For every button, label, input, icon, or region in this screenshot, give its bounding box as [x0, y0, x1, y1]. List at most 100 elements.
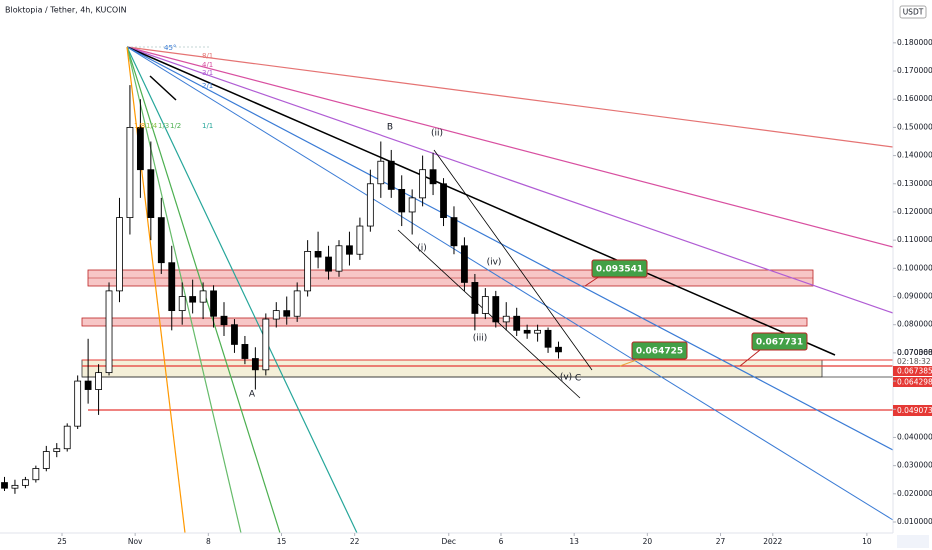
y-tick-label: 0.130000 — [897, 179, 932, 188]
callout-box — [631, 341, 688, 360]
wave-label: (iii) — [473, 334, 488, 344]
currency-label[interactable]: USDT — [903, 8, 924, 17]
y-tick-label: 0.010000 — [897, 517, 932, 526]
price-tag — [893, 377, 932, 387]
callout-text: 0.093541 — [596, 265, 643, 275]
fan-line — [126, 46, 894, 521]
wave-label: (ii) — [431, 129, 443, 139]
callout-text: 0.067731 — [756, 338, 803, 348]
wave-label: (iv) — [487, 258, 502, 268]
x-tick-label: 8 — [206, 537, 211, 546]
x-tick-label: 27 — [716, 537, 726, 546]
last-price: 0.070368 — [897, 348, 932, 357]
fan-label: 1/8 — [134, 122, 145, 130]
channel-line — [433, 149, 593, 371]
candle-body — [450, 217, 458, 247]
candle-body — [272, 310, 280, 320]
chart-title: Bloktopia / Tether, 4h, KUCOIN — [5, 6, 127, 15]
candle-body — [105, 290, 113, 374]
candle-body — [534, 329, 541, 334]
candle-body — [502, 315, 510, 323]
candle-body — [325, 256, 332, 272]
y-tick-label: 0.040000 — [897, 432, 932, 441]
candle-body — [241, 344, 249, 359]
currency-box[interactable] — [899, 5, 927, 19]
resistance-zone — [81, 317, 808, 327]
y-tick-label: 0.150000 — [897, 122, 932, 131]
fan-line — [126, 46, 242, 534]
wave-label: (v) — [560, 373, 572, 383]
y-tick-label: 0.020000 — [897, 489, 932, 498]
price-tag — [893, 405, 932, 416]
x-tick-label: 15 — [277, 537, 287, 546]
candle-body — [116, 217, 123, 292]
x-tick-label: 22 — [350, 537, 360, 546]
settings-button[interactable] — [897, 535, 929, 548]
candle-body — [42, 451, 50, 469]
y-tick-label: 0.110000 — [897, 235, 932, 244]
x-tick-label: 20 — [643, 537, 653, 546]
x-tick-label: 25 — [57, 537, 67, 546]
y-tick-label: 0.140000 — [897, 151, 932, 160]
channel-line — [397, 229, 581, 399]
fan-label: 1/3 — [158, 122, 169, 130]
y-tick-label: 0.170000 — [897, 66, 932, 75]
candle-body — [335, 245, 343, 272]
candle-body — [387, 160, 395, 190]
candle-body — [168, 262, 176, 312]
wave-label: B — [387, 123, 393, 133]
x-tick-label: 10 — [862, 537, 872, 546]
candle-body — [147, 169, 155, 218]
candles — [1, 85, 562, 494]
fan-label: 2/1 — [202, 82, 213, 90]
candle-body — [492, 296, 500, 323]
axis-tags: 0.070368 02:18:32 0.067385 0.064298 0.04… — [893, 348, 932, 416]
candle-body — [210, 290, 217, 317]
y-tick-label: 0.120000 — [897, 207, 932, 216]
candle-body — [314, 251, 322, 258]
price-tag-text: 0.067385 — [897, 367, 932, 376]
fan-line — [126, 46, 836, 356]
candle-body — [513, 315, 521, 331]
y-tick-label: 0.100000 — [897, 263, 932, 272]
callout-text: 0.064725 — [636, 347, 683, 357]
candle-body — [440, 183, 447, 218]
candle-body — [11, 484, 19, 489]
x-tick-label: Nov — [128, 537, 143, 546]
candle-body — [283, 310, 291, 317]
candle-body — [157, 217, 165, 264]
candle-body — [178, 296, 186, 312]
fan-label: 1/1 — [202, 122, 213, 130]
candle-body — [1, 482, 8, 489]
candle-body — [523, 329, 531, 334]
fan-labels: 45° 8/1 4/1 3/1 2/1 1/1 1/2 1/3 1/4 1/8 — [134, 44, 213, 130]
fan-line — [126, 46, 894, 451]
candle-body — [377, 160, 385, 185]
candle-body — [84, 380, 92, 390]
y-tick-label: 0.080000 — [897, 320, 932, 329]
wave-label: C — [575, 374, 581, 384]
candle-body — [63, 425, 71, 450]
fan-label: 1/4 — [146, 122, 158, 130]
y-tick-label: 0.030000 — [897, 461, 932, 470]
y-tick-label: 0.180000 — [897, 38, 932, 47]
fan-label: 8/1 — [202, 52, 213, 60]
candle-body — [126, 127, 134, 218]
candle-body — [408, 197, 416, 213]
candle-body — [419, 169, 427, 199]
fan-line — [126, 46, 894, 248]
support-zone — [81, 359, 823, 378]
y-tick-label: 0.090000 — [897, 292, 932, 301]
candle-body — [32, 468, 40, 481]
wave-label: (i) — [417, 244, 427, 254]
candle-body — [251, 358, 259, 371]
candle-body — [262, 318, 270, 371]
candle-body — [356, 225, 364, 255]
candle-body — [429, 169, 437, 185]
candle-body — [471, 282, 479, 314]
candle-body — [481, 296, 489, 314]
candle-body — [220, 315, 228, 326]
fan-line — [126, 46, 894, 314]
candle-body — [346, 245, 353, 255]
